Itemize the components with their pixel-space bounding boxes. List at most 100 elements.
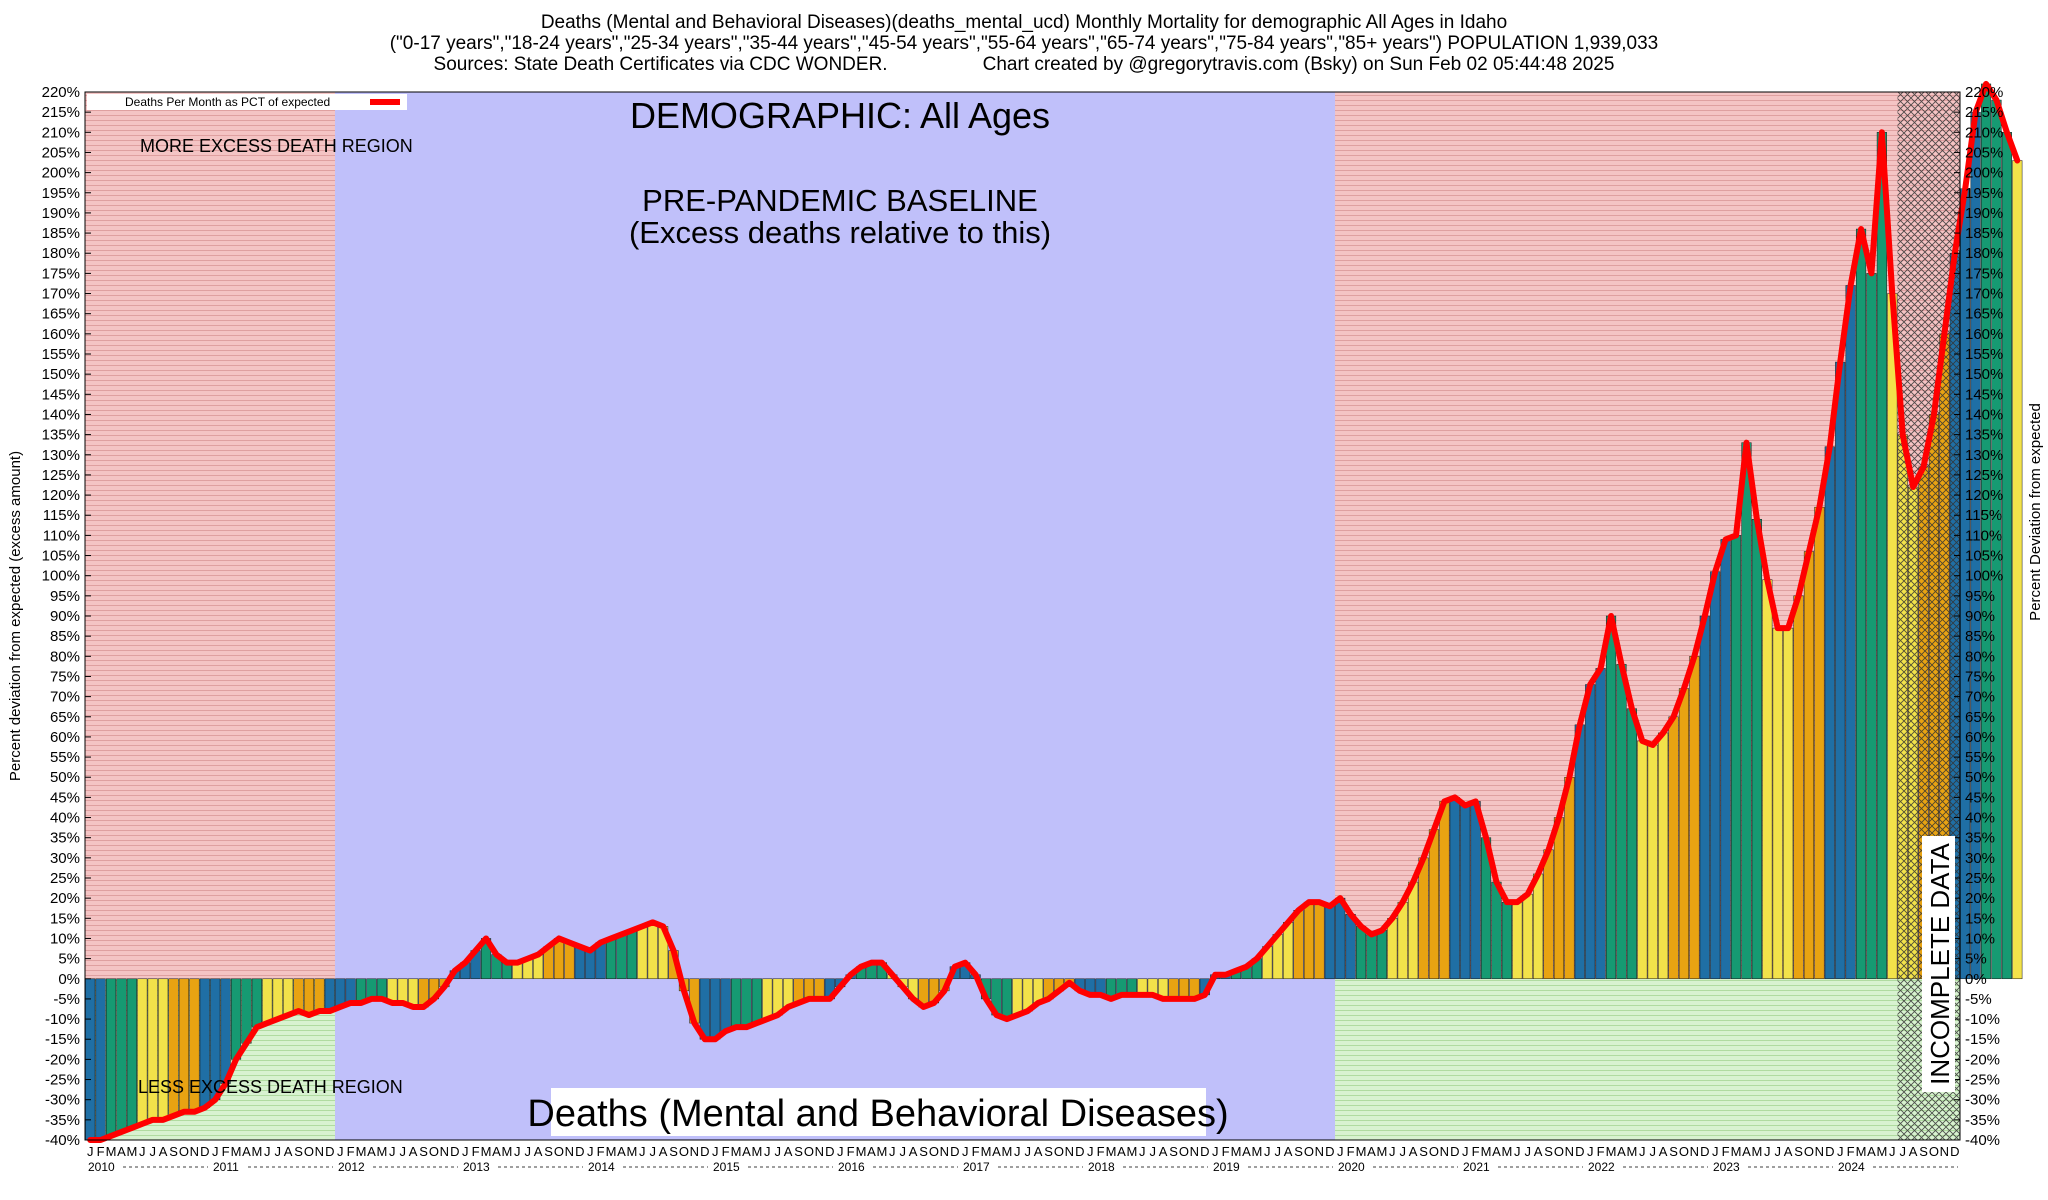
y-tick-label-right: 170% bbox=[1965, 286, 2003, 303]
bar bbox=[1366, 934, 1377, 980]
x-month-label: A bbox=[409, 1144, 418, 1159]
bar bbox=[1678, 688, 1690, 980]
bar bbox=[1355, 926, 1367, 980]
x-month-label: J bbox=[649, 1144, 656, 1159]
x-year-label: 2011 bbox=[213, 1160, 239, 1174]
baseline-label-1: PRE-PANDEMIC BASELINE bbox=[642, 183, 1038, 218]
y-tick-label-left: 195% bbox=[42, 185, 80, 202]
bar bbox=[1772, 627, 1783, 980]
bar bbox=[626, 930, 637, 980]
bar bbox=[1001, 978, 1012, 1020]
x-month-label: O bbox=[929, 1144, 939, 1159]
x-month-label: J bbox=[774, 1144, 781, 1159]
y-tick-label-right: -10% bbox=[1965, 1011, 2000, 1028]
x-month-label: J bbox=[1264, 1144, 1271, 1159]
bar bbox=[272, 978, 283, 1020]
y-tick-label-right: -30% bbox=[1965, 1092, 2000, 1109]
bar bbox=[1428, 829, 1440, 980]
x-month-label: D bbox=[825, 1144, 834, 1159]
x-month-label: S bbox=[1919, 1144, 1928, 1159]
y-tick-label-right: 95% bbox=[1965, 588, 1995, 605]
x-month-label: J bbox=[1399, 1144, 1406, 1159]
x-month-label: O bbox=[1929, 1144, 1939, 1159]
x-month-label: M bbox=[356, 1144, 367, 1159]
x-month-label: A bbox=[534, 1144, 543, 1159]
x-month-label: N bbox=[1065, 1144, 1074, 1159]
baseline-label-2: (Excess deaths relative to this) bbox=[629, 215, 1051, 250]
x-month-label: A bbox=[1034, 1144, 1043, 1159]
x-month-label: J bbox=[1212, 1144, 1219, 1159]
bar bbox=[345, 978, 356, 1004]
x-year-label: 2023 bbox=[1713, 1160, 1740, 1174]
x-month-label: M bbox=[251, 1144, 262, 1159]
y-tick-label-right: 15% bbox=[1965, 910, 1995, 927]
bar bbox=[1012, 978, 1023, 1016]
x-month-label: O bbox=[429, 1144, 439, 1159]
y-tick-label-right: 100% bbox=[1965, 568, 2003, 585]
x-month-label: F bbox=[597, 1144, 605, 1159]
x-month-label: J bbox=[1014, 1144, 1021, 1159]
bar bbox=[95, 978, 106, 1141]
y-tick-label-left: 155% bbox=[42, 346, 80, 363]
incomplete-label-box bbox=[1922, 836, 1955, 1092]
y-tick-label-right: 50% bbox=[1965, 769, 1995, 786]
x-month-label: O bbox=[804, 1144, 814, 1159]
annotations-group: Deaths Per Month as PCT of expected DEMOG… bbox=[87, 94, 1955, 1136]
y-tick-label-left: 75% bbox=[50, 668, 80, 685]
bar bbox=[605, 938, 617, 980]
y-tick-label-left: 105% bbox=[42, 548, 80, 565]
x-year-label: 2019 bbox=[1213, 1160, 1240, 1174]
y-tick-label-right: 160% bbox=[1965, 326, 2003, 343]
x-month-label: J bbox=[337, 1144, 344, 1159]
bar bbox=[1376, 930, 1387, 980]
y-tick-label-left: -35% bbox=[45, 1112, 80, 1129]
x-month-label: M bbox=[981, 1144, 992, 1159]
x-month-label: M bbox=[231, 1144, 242, 1159]
bar bbox=[637, 926, 648, 980]
bar bbox=[762, 978, 773, 1020]
bar bbox=[1501, 901, 1512, 980]
y-tick-label-left: 70% bbox=[50, 689, 80, 706]
bar bbox=[1324, 905, 1335, 980]
y-tick-label-right: 210% bbox=[1965, 124, 2003, 141]
x-month-label: J bbox=[1649, 1144, 1656, 1159]
x-month-label: M bbox=[1376, 1144, 1387, 1159]
y-tick-label-left: 165% bbox=[42, 306, 80, 323]
x-month-label: N bbox=[565, 1144, 574, 1159]
bar bbox=[158, 978, 169, 1121]
x-month-label: F bbox=[972, 1144, 980, 1159]
x-month-label: J bbox=[139, 1144, 146, 1159]
x-month-label: J bbox=[712, 1144, 719, 1159]
y-tick-label-right: -20% bbox=[1965, 1051, 2000, 1068]
x-month-label: D bbox=[1075, 1144, 1084, 1159]
bar bbox=[1970, 111, 1981, 980]
bar bbox=[137, 978, 148, 1125]
y-tick-label-left: 215% bbox=[42, 104, 80, 121]
x-month-label: A bbox=[1659, 1144, 1668, 1159]
y-tick-label-left: 15% bbox=[50, 910, 80, 927]
x-month-label: D bbox=[1575, 1144, 1584, 1159]
x-month-label: J bbox=[889, 1144, 896, 1159]
bar bbox=[366, 978, 377, 1000]
y-tick-label-left: 0% bbox=[58, 971, 80, 988]
y-tick-label-left: 175% bbox=[42, 265, 80, 282]
x-month-label: O bbox=[1804, 1144, 1814, 1159]
y-tick-label-left: 120% bbox=[42, 487, 80, 504]
bar bbox=[293, 978, 304, 1012]
bar bbox=[741, 978, 752, 1028]
bar bbox=[1887, 293, 1898, 980]
x-month-label: N bbox=[1315, 1144, 1324, 1159]
x-month-label: N bbox=[940, 1144, 949, 1159]
bar bbox=[1314, 901, 1325, 980]
bar bbox=[262, 978, 273, 1024]
bar bbox=[585, 950, 596, 980]
x-month-label: S bbox=[1794, 1144, 1803, 1159]
bar bbox=[303, 978, 315, 1016]
baseline-region bbox=[335, 92, 1335, 1140]
x-month-label: N bbox=[1440, 1144, 1449, 1159]
y-tick-label-left: 100% bbox=[42, 568, 80, 585]
y-tick-label-right: 165% bbox=[1965, 306, 2003, 323]
demographic-label: DEMOGRAPHIC: All Ages bbox=[630, 95, 1050, 136]
x-month-label: A bbox=[1534, 1144, 1543, 1159]
